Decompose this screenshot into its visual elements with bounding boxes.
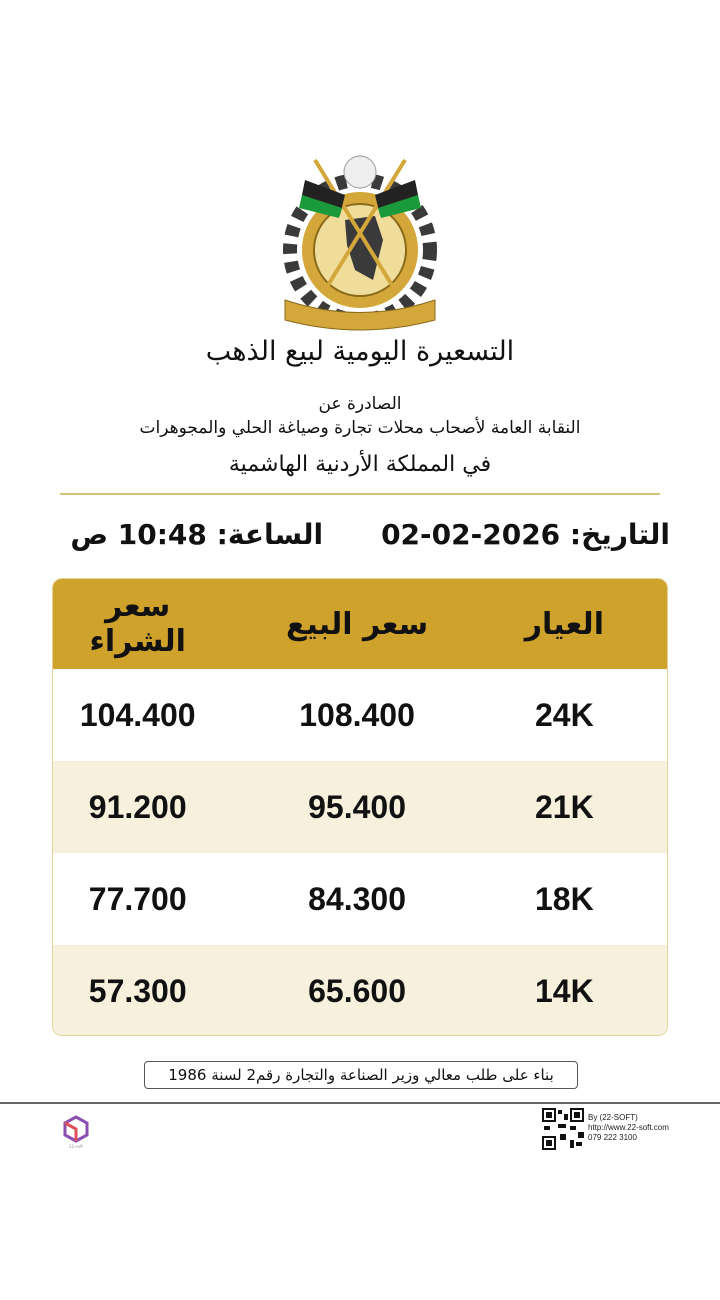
column-header-sell: سعر البيع bbox=[286, 606, 429, 642]
sell-price-cell: 84.300 bbox=[308, 880, 406, 917]
date-label: التاريخ: bbox=[569, 518, 670, 551]
buy-price-cell: 91.200 bbox=[88, 788, 187, 825]
sell-price-cell: 108.400 bbox=[299, 696, 415, 733]
table-header: العيار سعر البيع سعر الشراء bbox=[53, 579, 667, 669]
time-value: 10:48 ص bbox=[70, 518, 207, 551]
table-row: 24K 108.400 104.400 bbox=[53, 669, 667, 761]
credit-phone: 079 222 3100 bbox=[588, 1133, 637, 1142]
price-table: العيار سعر البيع سعر الشراء 24K 108.400 … bbox=[52, 578, 668, 1036]
issued-by-text: الصادرة عن bbox=[318, 394, 402, 414]
column-header-karat: العيار bbox=[524, 606, 604, 642]
table-row: 14K 65.600 57.300 bbox=[53, 945, 667, 1035]
sell-price-cell: 65.600 bbox=[308, 972, 406, 1009]
karat-cell: 21K bbox=[535, 788, 594, 825]
qr-code-icon[interactable] bbox=[542, 1108, 584, 1150]
column-header-buy: سعر الشراء bbox=[89, 589, 186, 659]
table-row: 21K 95.400 91.200 bbox=[53, 761, 667, 853]
divider bbox=[60, 493, 660, 495]
credit-url[interactable]: http://www.22-soft.com bbox=[588, 1123, 669, 1132]
date-value: 02-02-2026 bbox=[381, 518, 561, 551]
karat-cell: 18K bbox=[535, 880, 594, 917]
karat-cell: 14K bbox=[535, 972, 594, 1009]
credit-by: By (22-SOFT) bbox=[588, 1113, 638, 1122]
footer-divider bbox=[0, 1102, 720, 1104]
union-logo bbox=[283, 155, 437, 331]
buy-price-cell: 77.700 bbox=[88, 880, 187, 917]
sell-price-cell: 95.400 bbox=[308, 788, 406, 825]
date-group: التاريخ: 02-02-2026 bbox=[381, 518, 670, 562]
time-group: الساعة: 10:48 ص bbox=[70, 518, 323, 562]
union-name: النقابة العامة لأصحاب محلات تجارة وصياغة… bbox=[139, 418, 581, 438]
ministry-note: بناء على طلب معالي وزير الصناعة والتجارة… bbox=[144, 1061, 578, 1089]
table-row: 18K 84.300 77.700 bbox=[53, 853, 667, 945]
22-soft-logo-icon: 22-soft bbox=[63, 1115, 89, 1149]
svg-text:22-soft: 22-soft bbox=[69, 1144, 83, 1149]
karat-cell: 24K bbox=[535, 696, 594, 733]
date-time-line: التاريخ: 02-02-2026 الساعة: 10:48 ص bbox=[58, 518, 670, 562]
buy-price-cell: 57.300 bbox=[88, 972, 187, 1009]
page-title: التسعيرة اليومية لبيع الذهب bbox=[205, 336, 515, 367]
time-label: الساعة: bbox=[216, 518, 324, 551]
kingdom-text: في المملكة الأردنية الهاشمية bbox=[228, 452, 492, 477]
developer-credit: By (22-SOFT) http://www.22-soft.com 079 … bbox=[588, 1113, 669, 1143]
buy-price-cell: 104.400 bbox=[79, 696, 196, 733]
